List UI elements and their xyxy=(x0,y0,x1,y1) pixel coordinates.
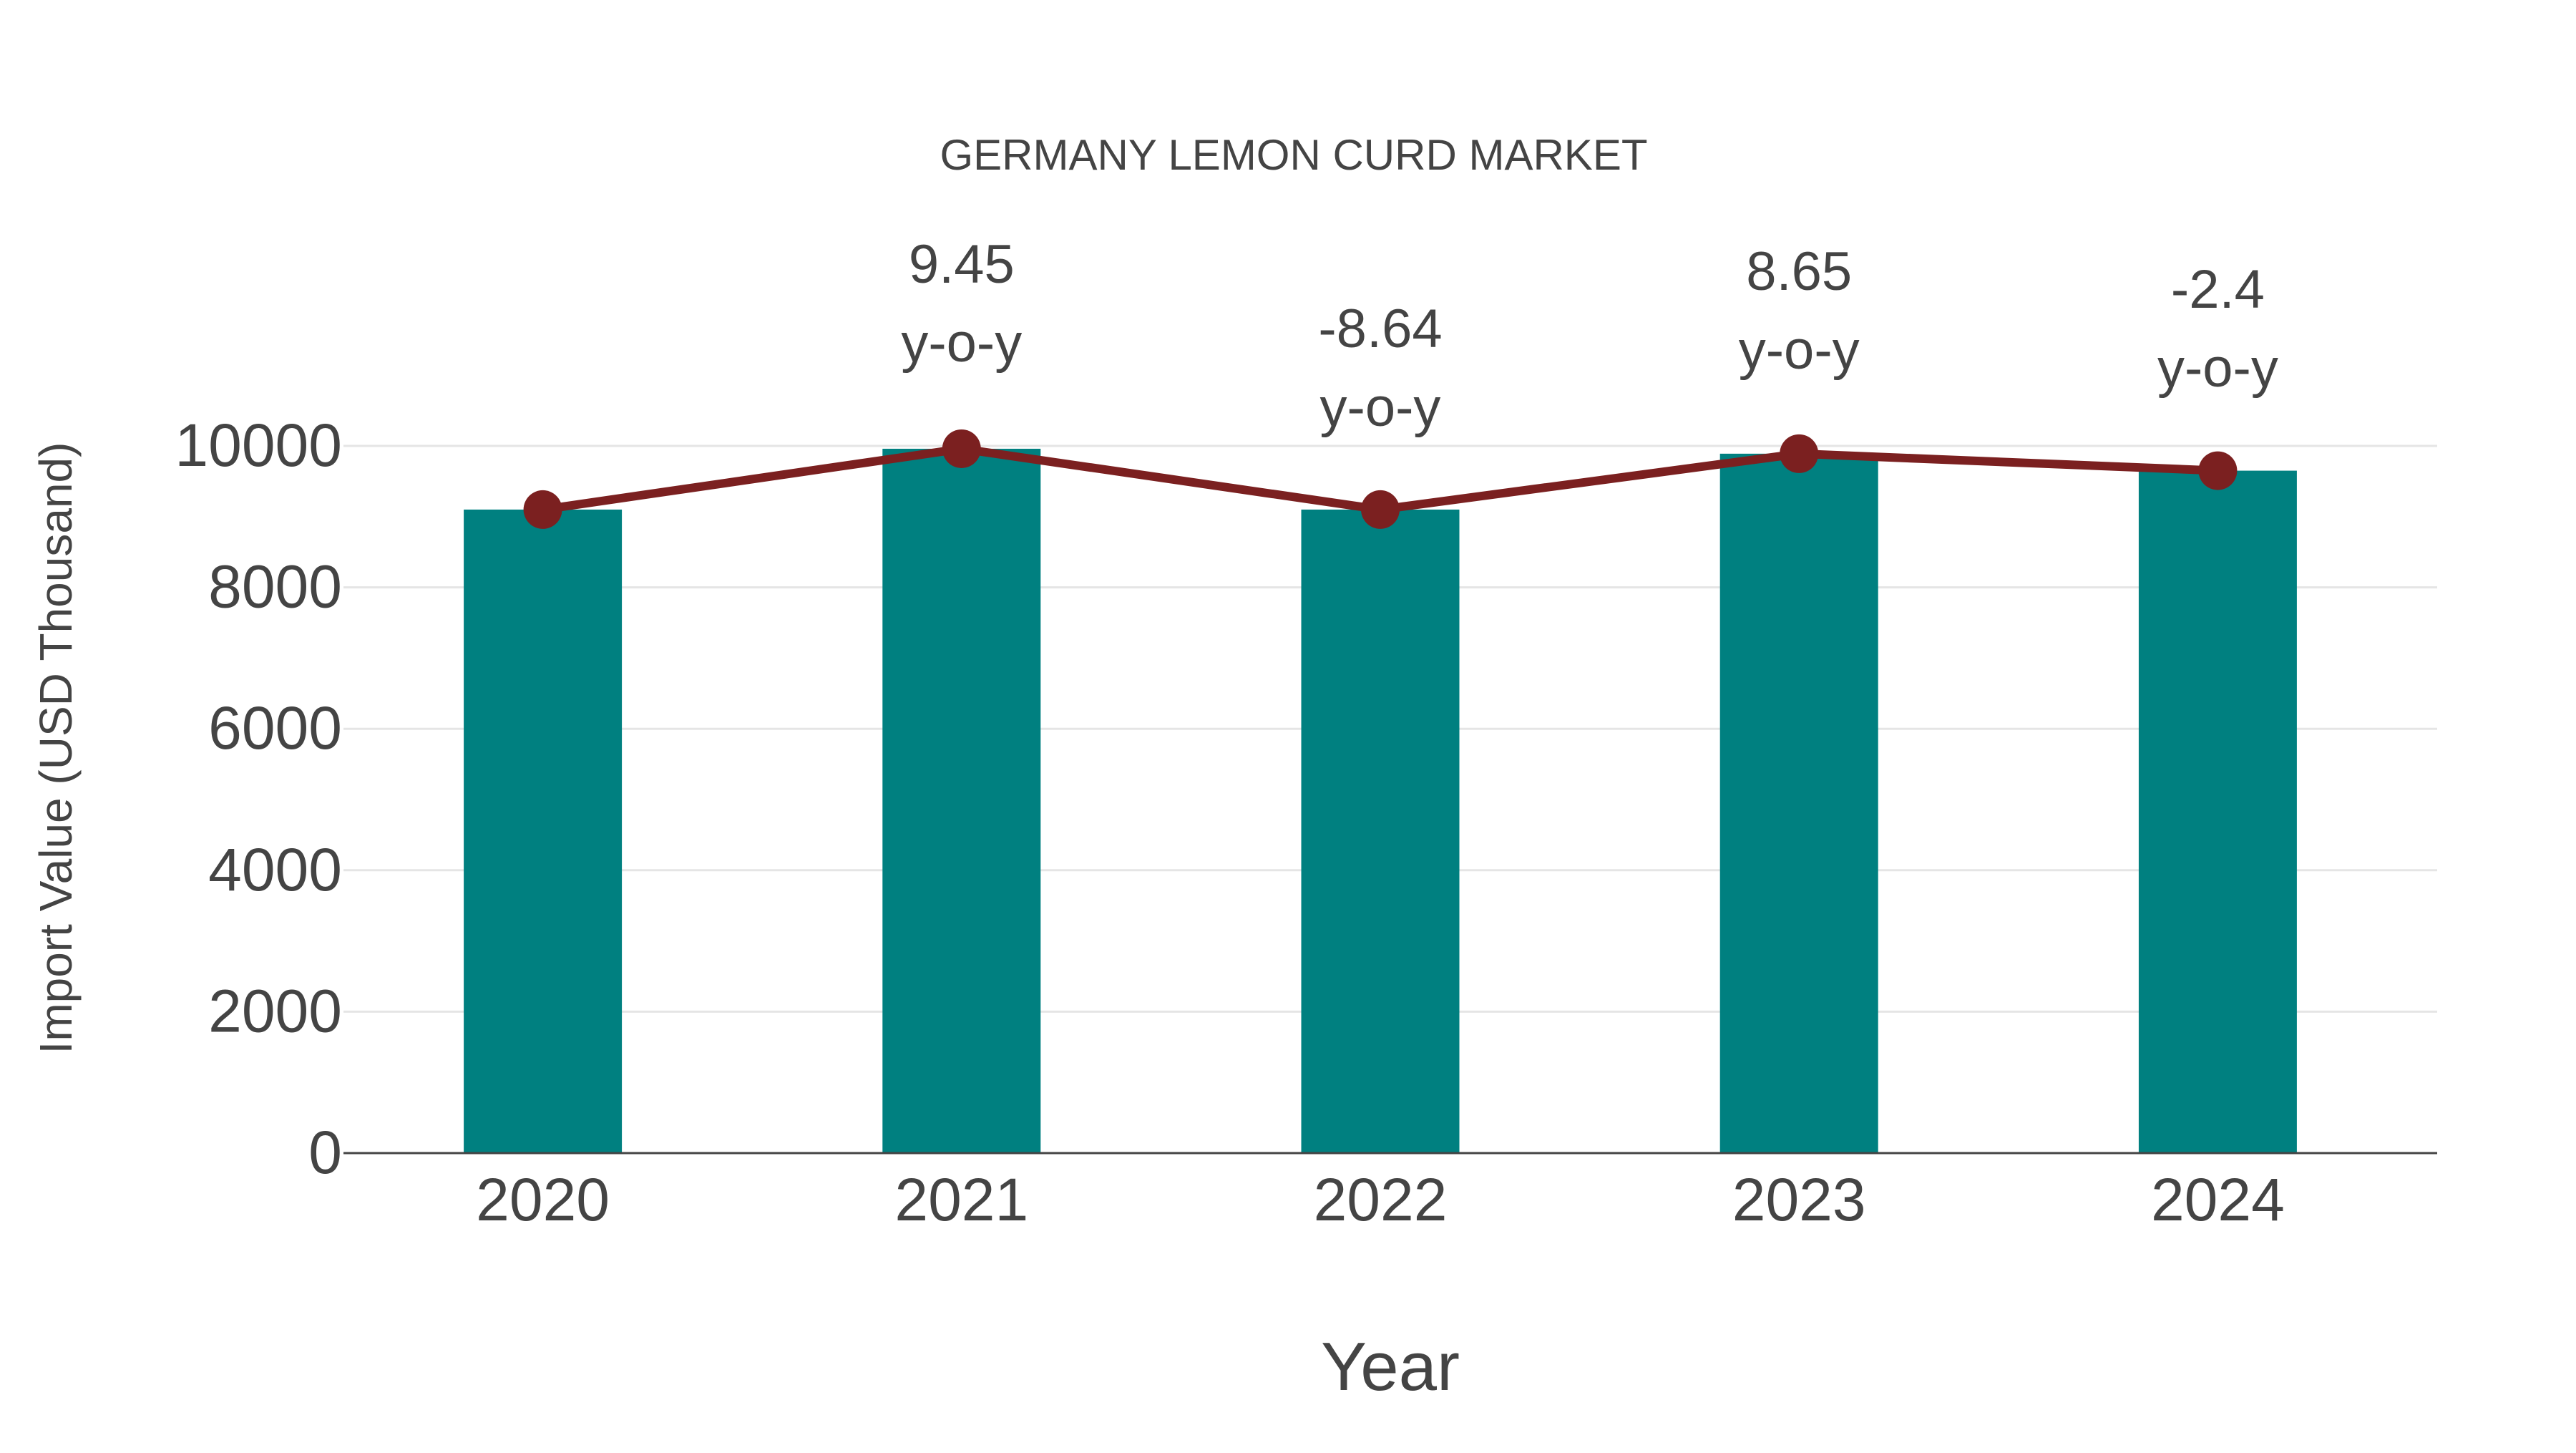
line-marker-2022 xyxy=(1361,490,1400,529)
yoy-value: -2.4 xyxy=(2171,259,2265,320)
annotation-2022: -8.64 y-o-y xyxy=(1318,298,1442,438)
x-tick-label: 2023 xyxy=(1732,1166,1866,1233)
yoy-value: 8.65 xyxy=(1746,241,1852,302)
y-tick-label: 8000 xyxy=(208,553,342,621)
y-axis-title: Import Value (USD Thousand) xyxy=(30,442,82,1054)
x-tick-label: 2022 xyxy=(1314,1166,1448,1233)
bar-2023 xyxy=(1719,453,1878,1153)
x-axis-ticks: 2020 2021 2022 2023 2024 xyxy=(476,1166,2285,1233)
line-series xyxy=(523,429,2238,529)
chart-title: GERMANY LEMON CURD MARKET xyxy=(940,131,1647,179)
y-tick-label: 2000 xyxy=(208,977,342,1044)
bar-series xyxy=(464,448,2297,1153)
annotation-2023: 8.65 y-o-y xyxy=(1739,241,1860,381)
x-tick-label: 2021 xyxy=(894,1166,1028,1233)
y-axis-ticks: 0 2000 4000 6000 8000 10000 xyxy=(175,412,342,1186)
line-marker-2021 xyxy=(942,429,981,468)
yoy-annotations: 9.45 y-o-y -8.64 y-o-y 8.65 y-o-y -2.4 y-o-y xyxy=(901,234,2278,438)
yoy-suffix: y-o-y xyxy=(1739,320,1860,381)
x-tick-label: 2024 xyxy=(2151,1166,2285,1233)
bar-2024 xyxy=(2138,470,2297,1153)
line-marker-2023 xyxy=(1780,434,1819,473)
line-marker-2024 xyxy=(2198,451,2238,490)
annotation-2021: 9.45 y-o-y xyxy=(901,234,1022,374)
bar-2020 xyxy=(464,509,623,1153)
x-axis-title: Year xyxy=(1321,1328,1460,1405)
y-tick-label: 4000 xyxy=(208,836,342,903)
bar-2021 xyxy=(882,448,1041,1153)
x-tick-label: 2020 xyxy=(476,1166,610,1233)
yoy-suffix: y-o-y xyxy=(901,313,1022,374)
yoy-suffix: y-o-y xyxy=(2157,338,2278,399)
y-tick-label: 10000 xyxy=(175,412,342,479)
y-tick-label: 6000 xyxy=(208,694,342,762)
yoy-suffix: y-o-y xyxy=(1320,377,1441,438)
yoy-value: -8.64 xyxy=(1318,298,1442,359)
annotation-2024: -2.4 y-o-y xyxy=(2157,259,2278,399)
y-tick-label: 0 xyxy=(308,1119,342,1186)
bar-2022 xyxy=(1301,509,1460,1153)
line-marker-2020 xyxy=(523,490,562,529)
yoy-value: 9.45 xyxy=(909,234,1015,295)
